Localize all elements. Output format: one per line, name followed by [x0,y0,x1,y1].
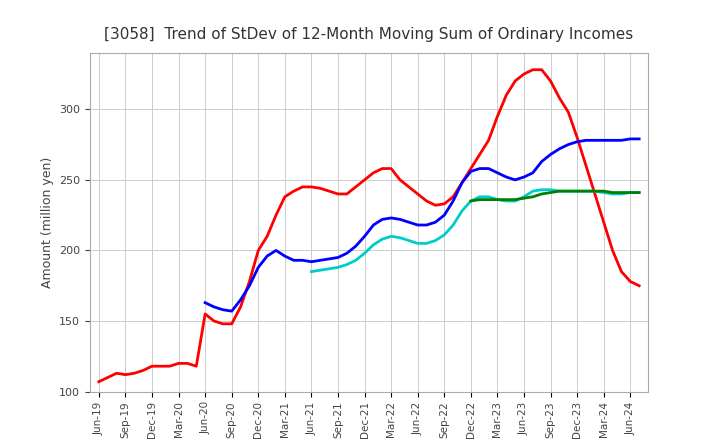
Y-axis label: Amount (million yen): Amount (million yen) [40,157,53,288]
Title: [3058]  Trend of StDev of 12-Month Moving Sum of Ordinary Incomes: [3058] Trend of StDev of 12-Month Moving… [104,27,634,42]
